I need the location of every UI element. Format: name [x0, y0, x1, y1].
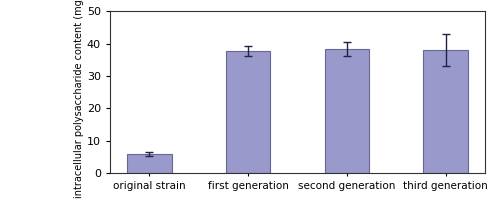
Bar: [324, 49, 369, 173]
Bar: [127, 154, 172, 173]
Y-axis label: intracellular polysaccharide content (mg/g): intracellular polysaccharide content (mg…: [74, 0, 84, 198]
Bar: [424, 50, 468, 173]
Bar: [226, 51, 270, 173]
